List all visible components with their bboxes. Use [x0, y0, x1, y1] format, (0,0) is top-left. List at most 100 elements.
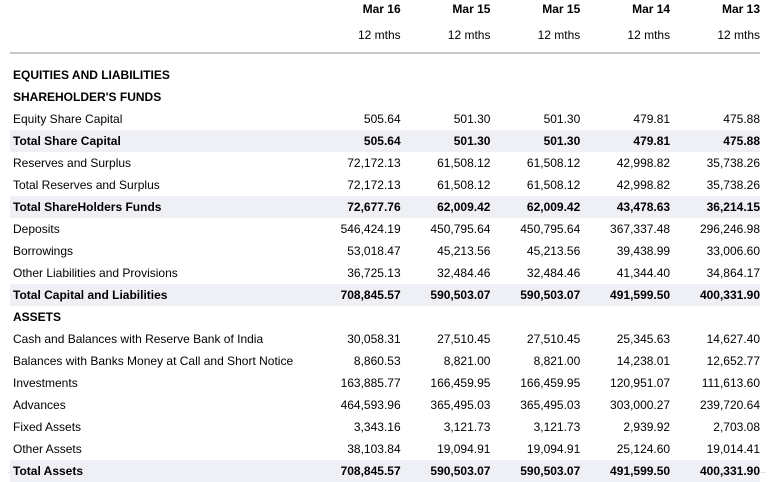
- value-cell: 32,484.46: [526, 266, 581, 280]
- period-header: Mar 15: [542, 2, 581, 16]
- months-header-row: 12 mths 12 mths 12 mths 12 mths 12 mths: [10, 18, 760, 53]
- value-cell: 2,939.92: [623, 420, 671, 434]
- table-row: Other Assets 38,103.84 19,094.91 19,094.91 2…: [10, 438, 760, 460]
- section-heading-row: SHAREHOLDER'S FUNDS: [10, 86, 760, 108]
- section-heading: EQUITIES AND LIABILITIES: [13, 68, 170, 82]
- value-cell: 36,725.13: [347, 266, 401, 280]
- row-label: Total Share Capital: [10, 130, 311, 152]
- value-cell: [490, 64, 580, 86]
- value-cell: 546,424.19: [340, 222, 401, 236]
- value-cell: 72,172.13: [347, 178, 401, 192]
- value-cell: 43,478.63: [580, 196, 671, 218]
- value-cell: 365,495.03: [520, 398, 581, 412]
- value-cell: 38,103.84: [347, 442, 401, 456]
- value-cell: [580, 306, 670, 328]
- value-cell: 61,508.12: [437, 178, 491, 192]
- months-header: 12 mths: [447, 28, 491, 42]
- period-header: Mar 15: [452, 2, 491, 16]
- value-cell: 72,172.13: [347, 156, 401, 170]
- value-cell: 12,652.77: [706, 354, 760, 368]
- value-cell: [401, 86, 491, 108]
- table-row: Reserves and Surplus 72,172.13 61,508.12 61…: [10, 152, 760, 174]
- value-cell: 30,058.31: [347, 332, 401, 346]
- period-header: Mar 14: [632, 2, 671, 16]
- gap-cell: [10, 54, 760, 64]
- value-cell: 400,331.90: [670, 284, 760, 306]
- table-row: Balances with Banks Money at Call and Sh…: [10, 350, 760, 372]
- header-label-cell: [10, 18, 311, 53]
- months-header: 12 mths: [357, 28, 401, 42]
- value-cell: 475.88: [723, 112, 760, 126]
- value-cell: 303,000.27: [610, 398, 671, 412]
- header-gap: [10, 54, 760, 64]
- value-cell: 365,495.03: [430, 398, 491, 412]
- value-cell: 590,503.07: [400, 460, 491, 482]
- section-heading-row: ASSETS: [10, 306, 760, 328]
- value-cell: 32,484.46: [437, 266, 491, 280]
- value-cell: 708,845.57: [310, 460, 401, 482]
- value-cell: 501.30: [400, 130, 491, 152]
- row-label: Other Assets: [13, 442, 82, 456]
- value-cell: 450,795.64: [520, 222, 581, 236]
- value-cell: 27,510.45: [526, 332, 581, 346]
- value-cell: 166,459.95: [430, 376, 491, 390]
- value-cell: 3,121.73: [533, 420, 581, 434]
- balance-sheet-panel: Mar 16 Mar 15 Mar 15 Mar 14 Mar 13 12 mt…: [8, 0, 766, 482]
- months-header: 12 mths: [627, 28, 671, 42]
- section-heading: ASSETS: [13, 310, 62, 324]
- table-row: Investments 163,885.77 166,459.95 166,459.9…: [10, 372, 760, 394]
- value-cell: 491,599.50: [580, 284, 671, 306]
- value-cell: 464,593.96: [340, 398, 401, 412]
- total-row: Total Assets 708,845.57 590,503.07 590,503.…: [10, 460, 760, 482]
- value-cell: 62,009.42: [490, 196, 581, 218]
- total-row: Total Share Capital 505.64 501.30 501.30 479…: [10, 130, 760, 152]
- value-cell: 45,213.56: [526, 244, 581, 258]
- value-cell: 505.64: [363, 112, 401, 126]
- value-cell: [490, 306, 580, 328]
- months-header: 12 mths: [717, 28, 760, 42]
- table-row: Borrowings 53,018.47 45,213.56 45,213.56 39,…: [10, 240, 760, 262]
- balance-sheet-table: Mar 16 Mar 15 Mar 15 Mar 14 Mar 13 12 mt…: [10, 0, 760, 482]
- value-cell: 14,238.01: [616, 354, 671, 368]
- value-cell: 42,998.82: [616, 178, 671, 192]
- row-label: Investments: [13, 376, 78, 390]
- value-cell: 8,821.00: [533, 354, 581, 368]
- value-cell: 35,738.26: [706, 156, 760, 170]
- section-heading-row: EQUITIES AND LIABILITIES: [10, 64, 760, 86]
- table-row: Advances 464,593.96 365,495.03 365,495.03 30…: [10, 394, 760, 416]
- row-label: Fixed Assets: [13, 420, 82, 434]
- value-cell: 3,343.16: [353, 420, 401, 434]
- value-cell: [401, 64, 491, 86]
- value-cell: 61,508.12: [526, 178, 581, 192]
- value-cell: 53,018.47: [347, 244, 401, 258]
- value-cell: 491,599.50: [580, 460, 671, 482]
- value-cell: 19,014.41: [706, 442, 760, 456]
- value-cell: 708,845.57: [310, 284, 401, 306]
- value-cell: 367,337.48: [610, 222, 671, 236]
- period-header: Mar 13: [721, 2, 760, 16]
- row-label: Deposits: [13, 222, 60, 236]
- months-header: 12 mths: [537, 28, 581, 42]
- value-cell: 39,438.99: [616, 244, 671, 258]
- value-cell: 14,627.40: [706, 332, 760, 346]
- value-cell: [670, 86, 760, 108]
- value-cell: 61,508.12: [437, 156, 491, 170]
- value-cell: 8,821.00: [443, 354, 491, 368]
- value-cell: 590,503.07: [400, 284, 491, 306]
- value-cell: 475.88: [670, 130, 760, 152]
- value-cell: 2,703.08: [713, 420, 760, 434]
- row-label: Equity Share Capital: [13, 112, 123, 126]
- row-label: Total Reserves and Surplus: [13, 178, 160, 192]
- value-cell: 33,006.60: [706, 244, 760, 258]
- value-cell: 163,885.77: [340, 376, 401, 390]
- value-cell: [580, 64, 670, 86]
- value-cell: [311, 86, 401, 108]
- value-cell: 25,345.63: [616, 332, 671, 346]
- value-cell: 61,508.12: [526, 156, 581, 170]
- value-cell: 501.30: [490, 130, 581, 152]
- value-cell: [490, 86, 580, 108]
- table-row: Cash and Balances with Reserve Bank of I…: [10, 328, 760, 350]
- value-cell: 35,738.26: [706, 178, 760, 192]
- value-cell: 8,860.53: [353, 354, 401, 368]
- row-label: Other Liabilities and Provisions: [13, 266, 178, 280]
